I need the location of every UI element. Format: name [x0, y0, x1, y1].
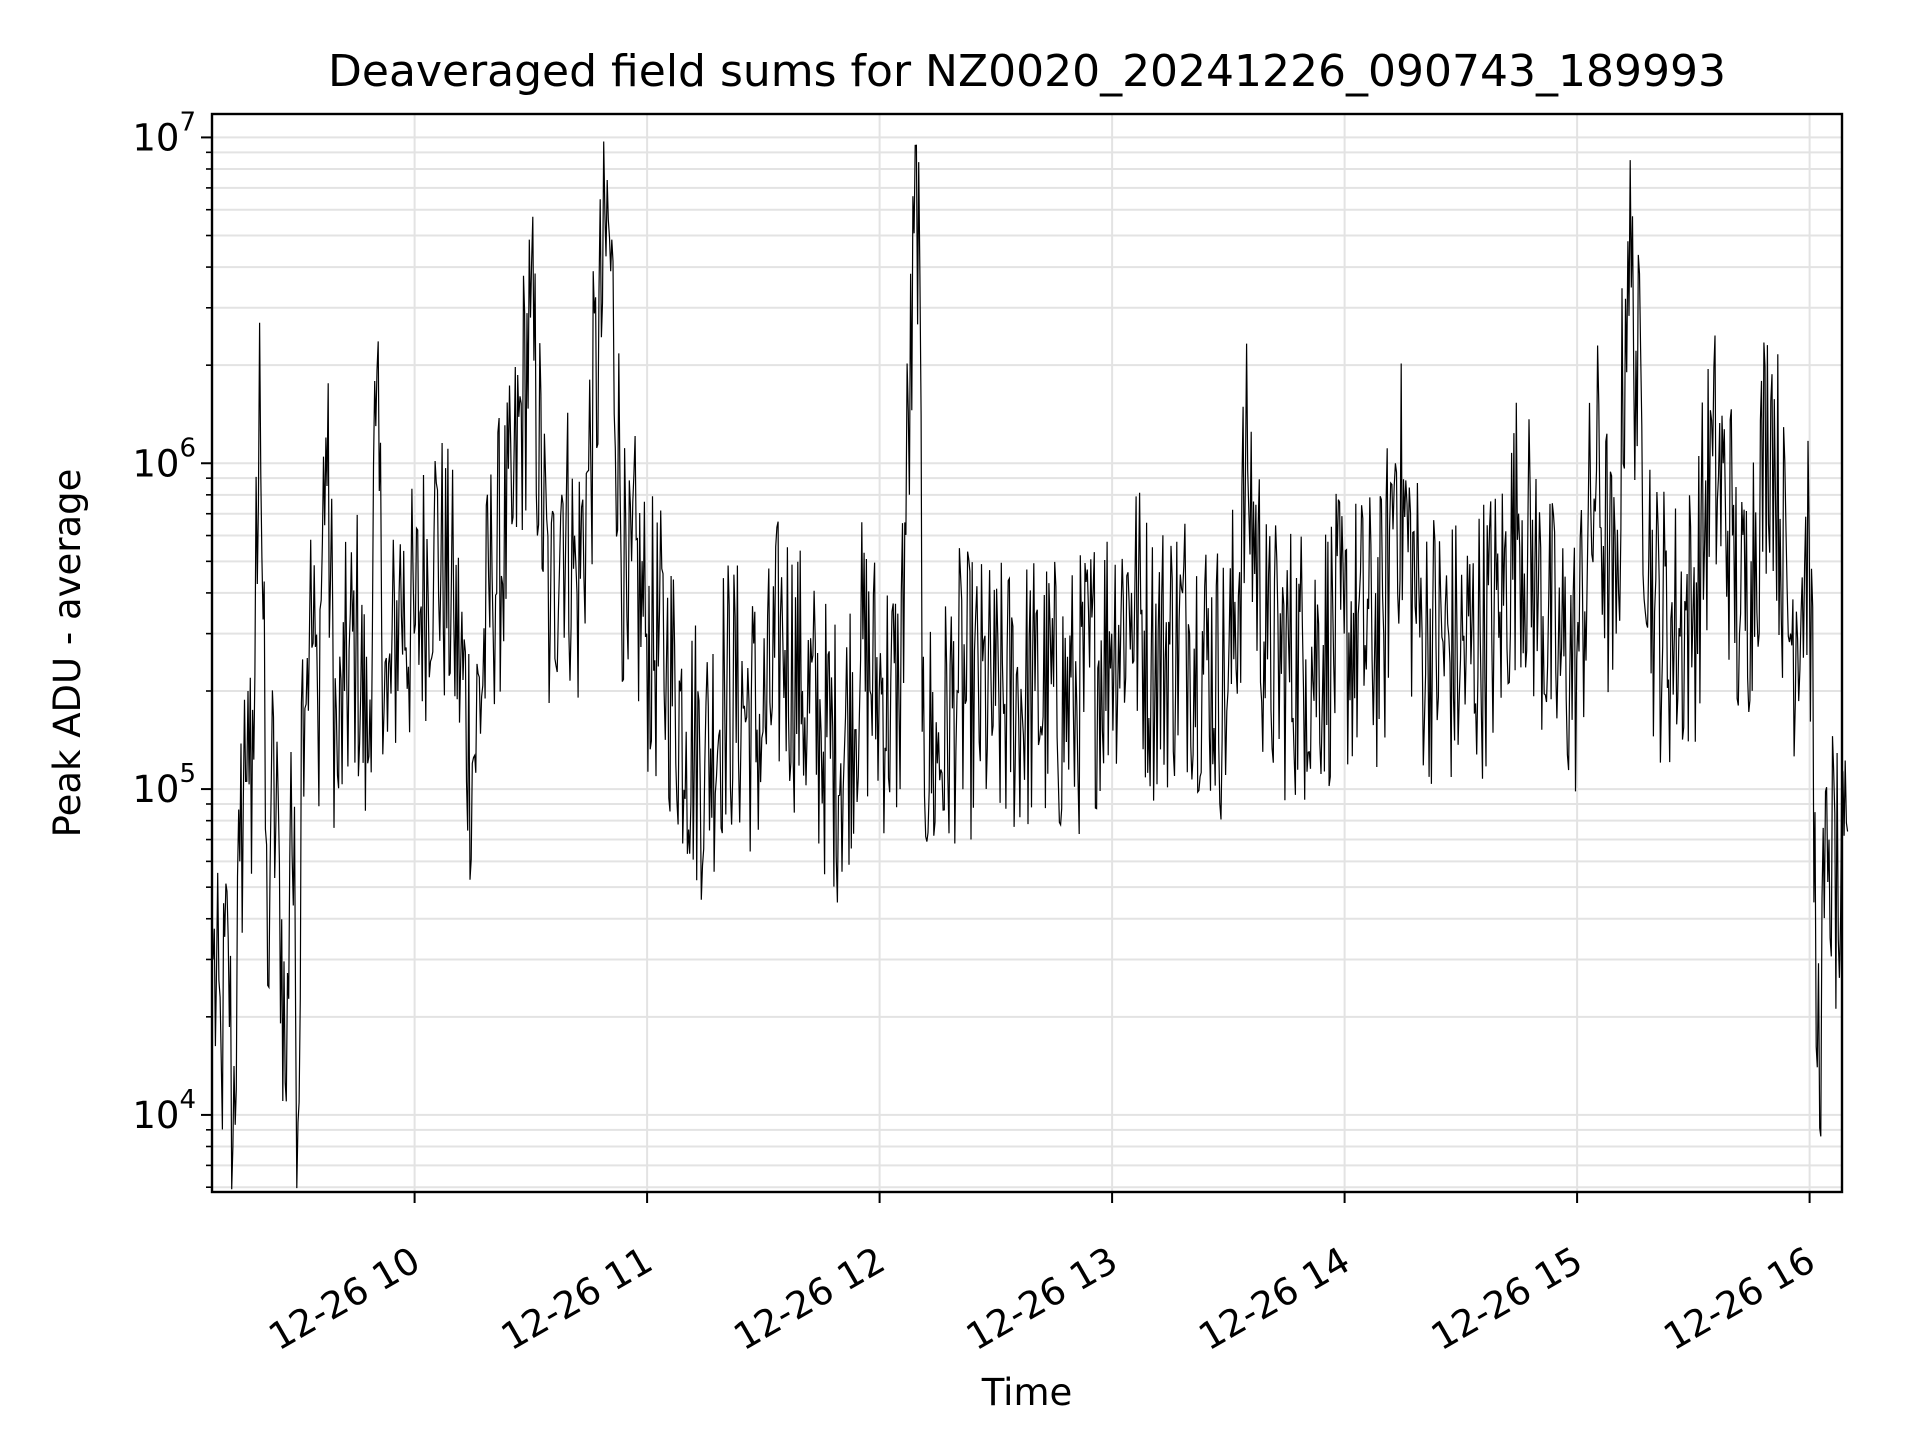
y-axis-label: Peak ADU - average	[46, 469, 89, 838]
y-tick-label: 107	[132, 107, 196, 159]
y-tick-label: 106	[132, 433, 196, 485]
x-axis-label: Time	[981, 1371, 1073, 1414]
chart-title: Deaveraged field sums for NZ0020_2024122…	[328, 46, 1726, 97]
series-line	[212, 141, 1849, 1190]
y-tick-label: 105	[132, 759, 196, 811]
plot-frame	[210, 112, 1844, 1194]
y-tick-label: 104	[132, 1085, 196, 1137]
series-layer	[212, 141, 1849, 1190]
